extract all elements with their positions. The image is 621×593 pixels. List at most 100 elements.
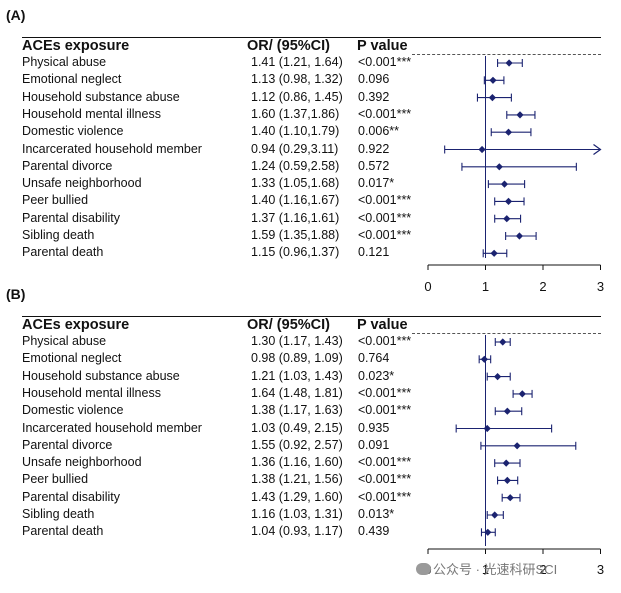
p-value: 0.006** xyxy=(358,124,400,139)
panel-label: (A) xyxy=(6,7,26,23)
or-point xyxy=(518,390,526,398)
p-value: <0.001*** xyxy=(358,385,412,400)
p-value: 0.935 xyxy=(358,420,390,435)
p-value: <0.001*** xyxy=(358,228,412,242)
or-point xyxy=(504,197,513,205)
p-value: <0.001*** xyxy=(358,455,412,470)
p-value: <0.001*** xyxy=(358,193,412,208)
header-p: P value xyxy=(357,317,408,333)
or-point xyxy=(500,180,509,188)
header-dashed-rule xyxy=(412,333,601,334)
or-ci-value: 1.37 (1.16,1.61) xyxy=(251,210,340,225)
exposure-label: Parental disability xyxy=(22,489,120,504)
or-point xyxy=(506,494,514,502)
exposure-label: Parental death xyxy=(22,524,104,539)
or-point xyxy=(493,373,502,381)
watermark: 公众号 · 光速科研SCI xyxy=(416,559,557,578)
exposure-label: Parental disability xyxy=(22,210,120,225)
or-point xyxy=(502,459,510,467)
or-point xyxy=(499,338,507,346)
or-point xyxy=(505,59,513,67)
or-point xyxy=(488,94,496,102)
panel-label: (B) xyxy=(6,286,26,302)
or-ci-value: 1.36 (1.16, 1.60) xyxy=(251,455,343,470)
or-ci-value: 1.55 (0.92, 2.57) xyxy=(251,437,343,452)
or-ci-value: 1.21 (1.03, 1.43) xyxy=(251,368,343,383)
or-ci-value: 1.03 (0.49, 2.15) xyxy=(251,420,343,435)
exposure-label: Household mental illness xyxy=(22,385,161,400)
or-ci-value: 1.41 (1.21, 1.64) xyxy=(251,55,343,69)
or-ci-value: 1.15 (0.96,1.37) xyxy=(251,245,340,260)
p-value: 0.392 xyxy=(358,89,390,104)
exposure-label: Emotional neglect xyxy=(22,72,122,87)
or-ci-value: 1.38 (1.21, 1.56) xyxy=(251,472,343,487)
or-point xyxy=(483,424,491,433)
p-value: 0.091 xyxy=(358,437,390,452)
exposure-label: Unsafe neighborhood xyxy=(22,455,142,470)
header-exposure: ACEs exposure xyxy=(22,38,130,54)
or-point xyxy=(513,442,521,450)
exposure-label: Physical abuse xyxy=(22,55,107,69)
exposure-label: Peer bullied xyxy=(22,193,89,208)
p-value: 0.572 xyxy=(358,158,390,173)
exposure-label: Incarcerated household member xyxy=(22,420,202,435)
exposure-label: Peer bullied xyxy=(22,472,89,487)
or-ci-value: 0.94 (0.29,3.11) xyxy=(251,141,339,156)
p-value: 0.922 xyxy=(358,141,390,156)
p-value: 0.096 xyxy=(358,72,390,87)
or-ci-value: 1.38 (1.17, 1.63) xyxy=(251,403,343,418)
or-point xyxy=(478,145,486,154)
p-value: 0.439 xyxy=(358,524,390,539)
exposure-label: Unsafe neighborhood xyxy=(22,176,142,191)
or-point xyxy=(503,215,511,223)
p-value: <0.001*** xyxy=(358,334,412,348)
exposure-label: Domestic violence xyxy=(22,124,124,139)
header-dashed-rule xyxy=(412,54,601,55)
or-point xyxy=(491,511,499,519)
or-point xyxy=(503,407,511,415)
exposure-label: Household substance abuse xyxy=(22,89,180,104)
exposure-label: Sibling death xyxy=(22,228,95,242)
or-point xyxy=(515,232,524,240)
or-ci-value: 1.04 (0.93, 1.17) xyxy=(251,524,343,539)
exposure-label: Parental divorce xyxy=(22,158,113,173)
or-point xyxy=(480,355,488,363)
or-ci-value: 1.60 (1.37,1.86) xyxy=(251,106,340,121)
exposure-label: Sibling death xyxy=(22,507,95,521)
or-ci-value: 1.59 (1.35,1.88) xyxy=(251,228,340,242)
header-or: OR/ (95%CI) xyxy=(247,38,330,54)
p-value: <0.001*** xyxy=(358,403,412,418)
watermark-text: 公众号 · 光速科研SCI xyxy=(433,562,558,577)
p-value: 0.023* xyxy=(358,368,395,383)
p-value: 0.013* xyxy=(358,507,395,521)
or-point xyxy=(504,128,513,136)
p-value: <0.001*** xyxy=(358,106,412,121)
or-ci-value: 1.13 (0.98, 1.32) xyxy=(251,72,343,87)
header-p: P value xyxy=(357,38,408,54)
p-value: <0.001*** xyxy=(358,472,412,487)
p-value: 0.121 xyxy=(358,245,390,260)
or-ci-value: 1.12 (0.86, 1.45) xyxy=(251,89,343,104)
ci-arrow xyxy=(593,144,602,155)
x-tick-label: 2 xyxy=(539,279,546,294)
exposure-label: Emotional neglect xyxy=(22,351,122,366)
or-ci-value: 0.98 (0.89, 1.09) xyxy=(251,351,343,366)
p-value: 0.017* xyxy=(358,176,395,191)
exposure-label: Physical abuse xyxy=(22,334,107,348)
x-tick-label: 3 xyxy=(597,562,604,577)
header-or: OR/ (95%CI) xyxy=(247,317,330,333)
or-ci-value: 1.16 (1.03, 1.31) xyxy=(251,507,343,521)
exposure-label: Parental divorce xyxy=(22,437,113,452)
p-value: 0.764 xyxy=(358,351,390,366)
or-point xyxy=(489,76,497,84)
or-point xyxy=(516,111,524,119)
x-tick-label: 1 xyxy=(482,562,489,577)
x-tick-label: 2 xyxy=(539,562,546,577)
x-tick-label: 3 xyxy=(597,279,604,294)
exposure-label: Parental death xyxy=(22,245,104,260)
p-value: <0.001*** xyxy=(358,489,412,504)
or-point xyxy=(495,163,503,171)
wechat-icon xyxy=(416,563,431,575)
or-point xyxy=(490,249,498,257)
or-point xyxy=(503,476,511,484)
